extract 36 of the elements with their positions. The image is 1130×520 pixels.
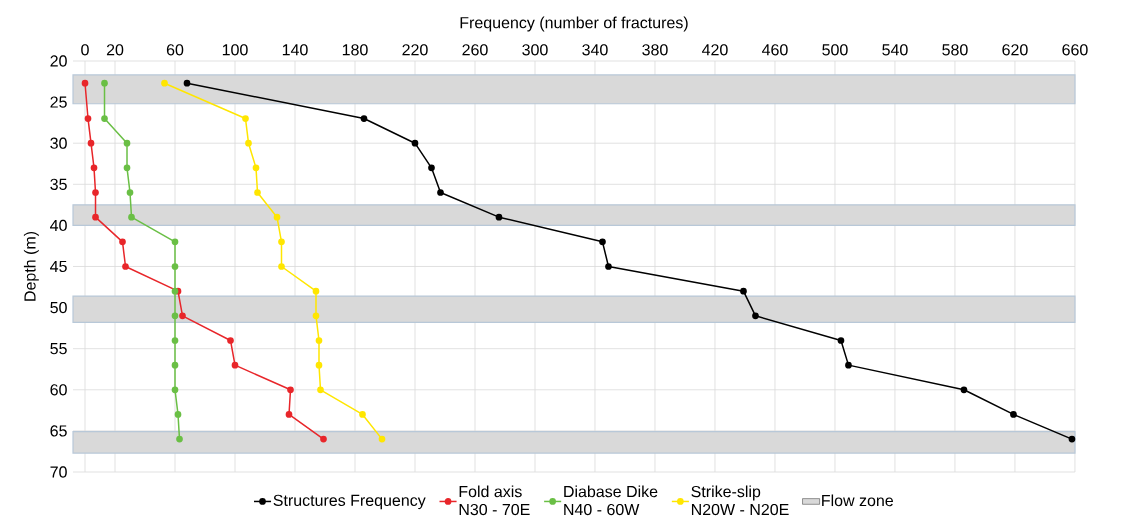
legend-label: Diabase Dike N40 - 60W (564, 485, 658, 515)
x-tick-label: 380 (642, 43, 668, 56)
x-tick-label: 620 (1002, 43, 1028, 56)
y-tick-label: 40 (50, 219, 67, 231)
x-tick-label: 580 (942, 43, 968, 56)
x-tick-label: 20 (106, 43, 124, 56)
legend-label: Strike-slip N20W - N20E (691, 485, 789, 515)
legend-label: Flow zone (822, 494, 893, 506)
y-tick-label: 25 (50, 96, 67, 108)
x-axis-title: Frequency (number of fractures) (460, 16, 688, 32)
x-tick-label: 140 (282, 43, 308, 56)
x-tick-label: 460 (761, 43, 788, 56)
x-tick-label: 660 (1062, 43, 1088, 56)
x-tick-label: 260 (462, 43, 488, 56)
x-tick-label: 500 (822, 43, 848, 56)
x-tick-label: 300 (522, 43, 548, 56)
x-tick-label: 60 (166, 43, 184, 56)
y-tick-label: 50 (50, 301, 67, 314)
x-tick-label: 340 (582, 43, 608, 56)
x-tick-label: 100 (222, 43, 248, 56)
x-tick-label: 0 (81, 43, 89, 56)
x-tick-label: 420 (701, 43, 728, 56)
y-tick-label: 70 (50, 466, 67, 478)
x-tick-label: 220 (402, 43, 428, 56)
y-tick-label: 20 (50, 55, 67, 67)
y-tick-label: 65 (50, 425, 67, 437)
legend-label: Structures Frequency (273, 494, 426, 509)
x-tick-label: 180 (342, 43, 368, 56)
y-tick-label: 45 (50, 260, 67, 272)
y-tick-label: 55 (50, 342, 67, 355)
y-tick-label: 30 (50, 137, 67, 149)
y-tick-label: 60 (50, 383, 67, 396)
legend-label: Fold axis N30 - 70E (459, 485, 530, 515)
y-axis-title: Depth (m) (23, 231, 39, 301)
y-tick-label: 35 (50, 178, 67, 190)
x-tick-label: 540 (882, 43, 908, 56)
